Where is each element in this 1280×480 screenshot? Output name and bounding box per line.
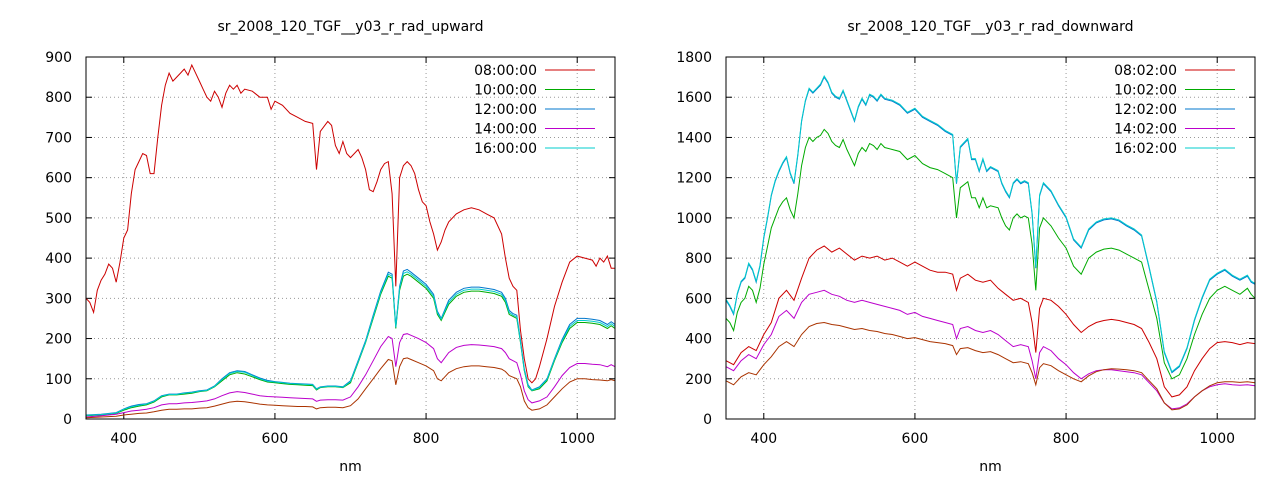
chart-panel-right: 400 600 800 1000 0 200 400 600 800 1000 1200 1400 16… [676,19,1256,475]
legend-label: 08:00:00 [474,63,537,79]
series-line [86,333,615,418]
chart-panel-left: 400 600 800 1000 0 100 200 300 400 500 600 700 800 90… [45,19,616,475]
y-tick-label: 1200 [676,171,712,187]
legend-label: 12:02:00 [1114,102,1177,118]
legend-label: 10:02:00 [1114,83,1177,99]
y-tick-label: 600 [45,171,72,187]
legend-label: 10:00:00 [474,83,537,99]
x-tick-label: 1000 [1199,431,1235,447]
y-tick-label: 100 [45,372,72,388]
y-tick-label: 1800 [676,50,712,66]
legend-label: 16:00:00 [474,141,537,157]
plot-frame [85,56,616,420]
x-tick-label: 400 [110,431,137,447]
y-tick-label: 800 [685,251,712,267]
legend-label: 12:00:00 [474,102,537,118]
series-line [726,321,1255,411]
y-tick-label: 700 [45,130,72,146]
series-line [86,63,615,384]
x-tick-label: 1000 [559,431,595,447]
y-tick-label: 200 [45,332,72,348]
y-tick-label: 0 [63,412,72,428]
y-tick-label: 0 [703,412,712,428]
y-tick-label: 200 [685,372,712,388]
x-axis-label: nm [979,459,1002,475]
y-tick-label: 300 [45,291,72,307]
x-tick-label: 800 [413,431,440,447]
series-line [86,271,615,416]
y-tick-label: 1000 [676,211,712,227]
chart-title: sr_2008_120_TGF__y03_r_rad_downward [847,19,1133,35]
series-line [86,357,615,419]
y-tick-label: 1400 [676,130,712,146]
series-line [86,268,615,416]
chart-title: sr_2008_120_TGF__y03_r_rad_upward [217,19,483,35]
y-tick-label: 1600 [676,90,712,106]
plot-frame [725,56,1256,420]
y-tick-label: 400 [45,251,72,267]
x-tick-label: 600 [902,431,929,447]
y-tick-label: 600 [685,291,712,307]
y-tick-label: 900 [45,50,72,66]
series-line [726,128,1255,380]
series-line [726,289,1255,410]
series-line [726,75,1255,373]
x-tick-label: 400 [750,431,777,447]
x-axis-label: nm [339,459,362,475]
legend-label: 08:02:00 [1114,63,1177,79]
x-tick-label: 600 [262,431,289,447]
x-tick-label: 800 [1053,431,1080,447]
legend-label: 14:00:00 [474,122,537,138]
legend-label: 14:02:00 [1114,122,1177,138]
series-line [726,245,1255,398]
y-tick-label: 800 [45,90,72,106]
y-tick-label: 500 [45,211,72,227]
legend-label: 16:02:00 [1114,141,1177,157]
y-tick-label: 400 [685,332,712,348]
